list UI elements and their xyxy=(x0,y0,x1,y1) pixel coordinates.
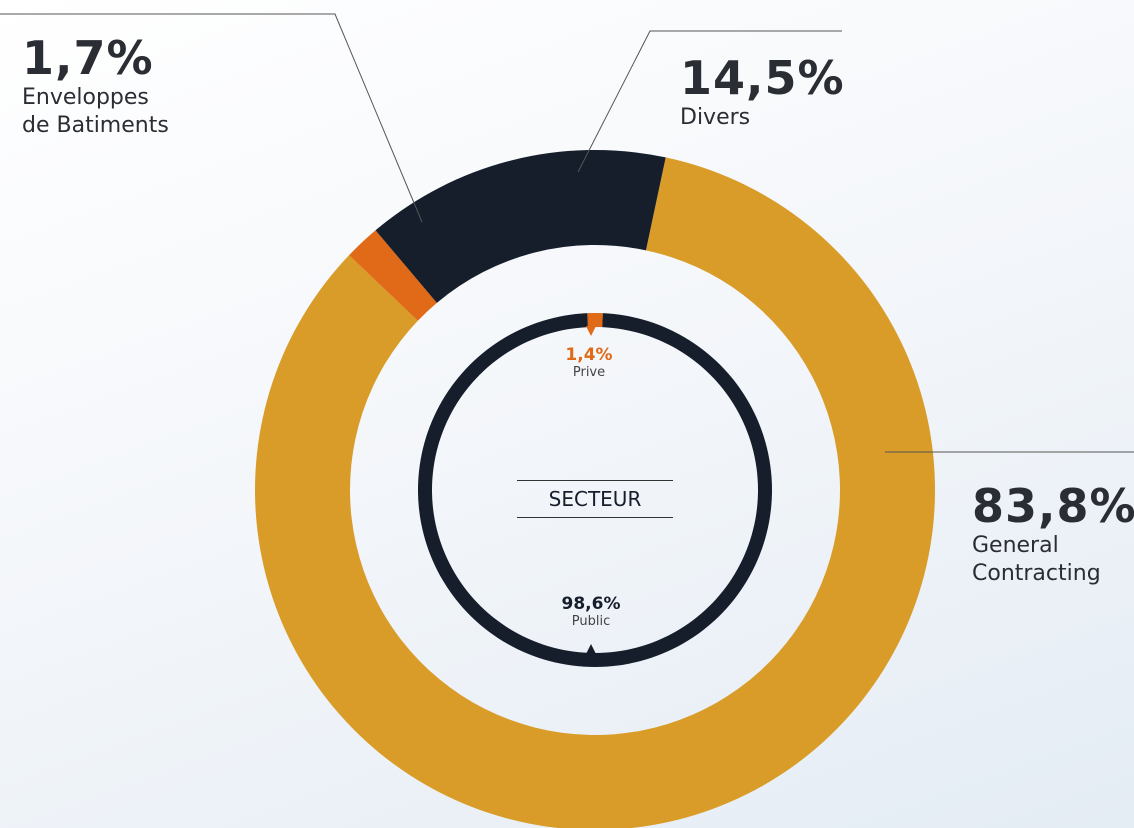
legend-label: General Contracting xyxy=(972,533,1101,586)
donut-segment xyxy=(375,149,666,303)
donut-segment xyxy=(587,313,603,328)
leader-line xyxy=(0,13,423,223)
pointer xyxy=(586,644,596,654)
rings xyxy=(255,149,935,828)
value-label: 83,8% xyxy=(972,479,1134,533)
label: 1,7% Enveloppes de Batiments xyxy=(22,32,172,140)
center-label: SECTEUR xyxy=(517,480,673,518)
value-label: 14,5% xyxy=(680,51,845,105)
legend-label: Divers xyxy=(680,105,751,130)
label: 83,8% General Contracting xyxy=(972,479,1134,588)
value-label: 1,7% xyxy=(22,31,154,85)
legend-label: Prive xyxy=(572,365,606,380)
value-label: 1,4% xyxy=(565,345,613,365)
legend-label: Enveloppes de Batiments xyxy=(22,85,169,138)
legend-label: Public xyxy=(571,614,611,629)
leader-line xyxy=(577,30,842,173)
value-label: 98,6% xyxy=(561,594,621,614)
label: 1,4% Prive xyxy=(529,345,649,380)
pointer xyxy=(586,326,596,336)
label: 14,5% Divers xyxy=(680,52,880,132)
label: 98,6% Public xyxy=(531,594,651,629)
donut-segment xyxy=(349,230,437,321)
